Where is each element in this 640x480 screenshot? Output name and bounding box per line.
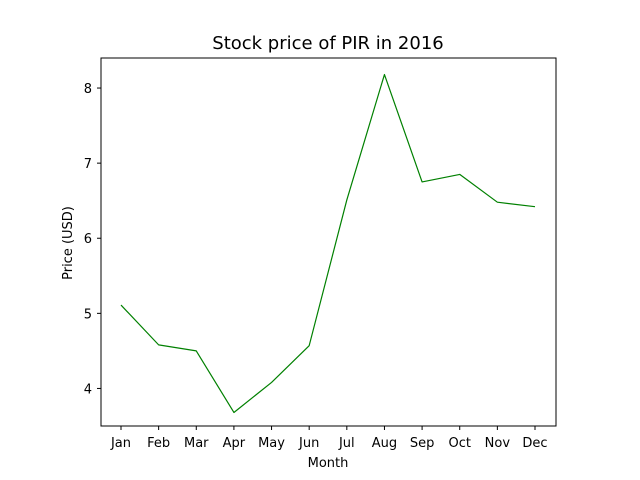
chart-title: Stock price of PIR in 2016 — [212, 33, 443, 54]
y-tick-label-8: 8 — [84, 82, 92, 97]
x-axis-label: Month — [308, 456, 349, 471]
y-tick-label-5: 5 — [84, 307, 92, 322]
x-tick-label-mar: Mar — [184, 436, 209, 451]
y-axis: 4 5 6 7 8 — [84, 82, 101, 397]
x-tick-label-apr: Apr — [223, 436, 246, 451]
x-tick-label-oct: Oct — [448, 436, 470, 451]
plot-area — [120, 73, 536, 414]
x-tick-label-jan: Jan — [110, 436, 131, 451]
y-tick-label-7: 7 — [84, 157, 92, 172]
x-tick-label-jun: Jun — [298, 436, 319, 451]
x-tick-label-sep: Sep — [410, 436, 435, 451]
x-tick-label-nov: Nov — [485, 436, 511, 451]
x-tick-label-dec: Dec — [522, 436, 547, 451]
x-axis: Jan Feb Mar Apr May Jun Jul Aug Sep Oct Nov Dec — [110, 426, 548, 451]
x-tick-label-jul: Jul — [338, 436, 355, 451]
x-tick-label-may: May — [258, 436, 285, 451]
axes-frame — [100, 57, 557, 427]
y-axis-label: Price (USD) — [61, 206, 76, 280]
y-tick-label-6: 6 — [84, 232, 92, 247]
x-tick-label-aug: Aug — [372, 436, 397, 451]
series-line-0 — [120, 73, 536, 414]
x-tick-label-feb: Feb — [147, 436, 170, 451]
y-tick-label-4: 4 — [84, 382, 92, 397]
